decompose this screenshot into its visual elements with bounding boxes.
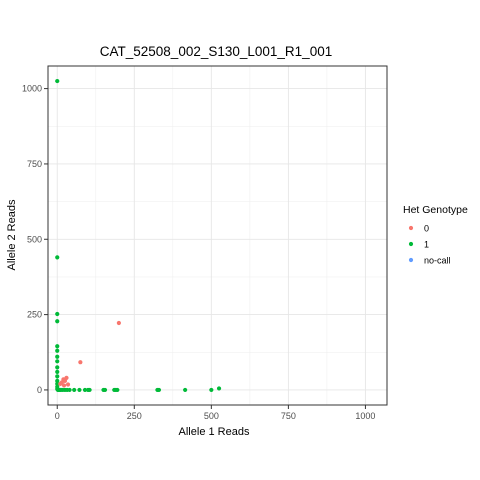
legend-key (408, 225, 414, 231)
data-point-genotype-0 (58, 381, 63, 387)
data-point-genotype-1 (67, 387, 72, 393)
data-point-genotype-1 (87, 387, 92, 393)
x-tick-label: 500 (204, 411, 219, 421)
legend-entries: 0 1 no-call (408, 224, 451, 266)
data-point-genotype-1 (55, 78, 60, 84)
data-point-genotype-1 (55, 365, 60, 370)
data-point-genotype-1 (55, 348, 60, 353)
y-tick-label: 250 (27, 310, 42, 320)
data-point-genotype-1 (55, 255, 60, 260)
data-point-genotype-1 (55, 378, 60, 383)
data-point-genotype-1 (55, 369, 60, 374)
data-point-genotype-1 (209, 387, 214, 393)
y-tick-label: 0 (37, 385, 42, 395)
data-point-genotype-1 (55, 354, 60, 359)
x-tick-label: 750 (281, 411, 296, 421)
y-tick-label: 1000 (22, 84, 42, 94)
data-point-genotype-0 (61, 383, 67, 388)
x-tick-label: 0 (55, 411, 60, 421)
y-axis-title: Allele 2 Reads (6, 199, 18, 270)
legend-key (408, 257, 414, 263)
data-point-genotype-1 (72, 387, 77, 393)
x-axis-title: Allele 1 Reads (179, 426, 250, 438)
data-point-genotype-1 (77, 387, 82, 393)
x-tick-label: 250 (127, 411, 142, 421)
data-point-genotype-1 (183, 387, 188, 393)
grid-lines (48, 66, 387, 405)
legend-key (408, 241, 414, 247)
data-point-genotype-1 (156, 387, 162, 393)
data-point-genotype-1 (115, 387, 120, 393)
data-point-genotype-0 (116, 320, 121, 326)
data-point-genotype-1 (102, 387, 108, 393)
legend-label: 1 (424, 240, 429, 250)
data-points (55, 78, 222, 393)
data-point-genotype-1 (55, 344, 60, 349)
data-point-genotype-1 (55, 359, 60, 364)
axes: 0 250 500 750 1000 0 250 500 750 1000 (22, 84, 375, 421)
legend-title: Het Genotype (403, 204, 468, 216)
plot-panel-border (47, 65, 388, 406)
y-tick-label: 500 (27, 234, 42, 244)
data-point-genotype-1 (55, 381, 60, 387)
data-point-genotype-0 (78, 360, 83, 365)
data-point-genotype-1 (55, 311, 60, 317)
chart-title: CAT_52508_002_S130_L001_R1_001 (100, 44, 332, 59)
data-point-genotype-1 (55, 319, 60, 324)
data-point-genotype-1 (82, 387, 88, 393)
data-point-genotype-0 (65, 382, 71, 387)
legend-label: 0 (424, 224, 429, 234)
legend-label: no-call (424, 256, 451, 266)
data-point-genotype-1 (55, 374, 60, 379)
y-tick-label: 750 (27, 159, 42, 169)
data-point-genotype-1 (216, 386, 222, 391)
legend: Het Genotype 0 1 no-call (403, 204, 468, 266)
x-tick-label: 1000 (355, 411, 375, 421)
